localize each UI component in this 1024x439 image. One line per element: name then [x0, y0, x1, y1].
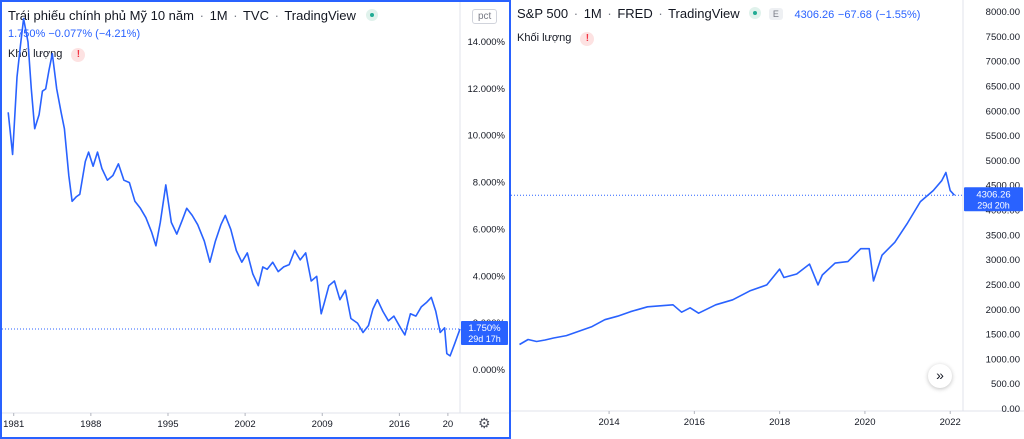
y-tick-label: 7500.00 [986, 32, 1020, 43]
treasury-price-tag-bg [461, 321, 508, 345]
y-tick-label: 2000.00 [986, 305, 1020, 316]
y-tick-label: 7000.00 [986, 57, 1020, 68]
treasury-price-tag-countdown: 29d 17h [468, 334, 501, 344]
y-tick-label: 4500.00 [986, 181, 1020, 192]
y-tick-label: 10.000% [467, 131, 505, 142]
x-tick-label: 2009 [312, 419, 333, 430]
treasury-chart-pane[interactable]: Trái phiếu chính phủ Mỹ 10 năm · 1M · TV… [0, 0, 511, 439]
y-tick-label: 4.000% [473, 271, 506, 282]
sp500-volume-row: Khối lượng ! [517, 29, 920, 48]
x-tick-label: 2016 [389, 419, 410, 430]
series-line [7, 17, 461, 357]
y-tick-label: 8000.00 [986, 7, 1020, 18]
y-tick-label: 8.000% [473, 178, 506, 189]
series-line [519, 171, 956, 346]
sp500-price-tag-value: 4306.26 [976, 189, 1010, 200]
y-tick-label: 12.000% [467, 84, 505, 95]
sp500-legend: S&P 500 · 1M · FRED · TradingView E 4306… [517, 4, 920, 48]
warning-icon[interactable]: ! [580, 32, 595, 46]
x-tick-label: 2014 [599, 417, 620, 428]
warning-icon[interactable]: ! [71, 48, 86, 62]
sp500-price-tag-countdown: 29d 20h [977, 200, 1010, 210]
x-tick-label: 2022 [940, 417, 961, 428]
y-tick-label: 500.00 [991, 379, 1020, 390]
sp500-chart-canvas[interactable]: 0.00 500.00 1000.00 1500.00 2000.00 2500.00 30… [511, 0, 1024, 439]
percent-scale-button[interactable]: pct [472, 9, 498, 24]
settings-gear-icon[interactable]: ⚙ [478, 415, 491, 431]
x-tick-label: 1995 [157, 419, 178, 430]
y-tick-label: 0.00 [1002, 404, 1021, 415]
y-tick-label: 0.000% [473, 365, 506, 376]
y-tick-label: 6000.00 [986, 106, 1020, 117]
treasury-title[interactable]: Trái phiếu chính phủ Mỹ 10 năm [8, 8, 194, 23]
x-tick-label: 2016 [684, 417, 705, 428]
status-dot-icon [365, 9, 378, 21]
y-tick-label: 5000.00 [986, 156, 1020, 167]
x-tick-label: 20 [443, 419, 454, 430]
treasury-change-pct: (−4.21%) [95, 28, 141, 40]
treasury-platform: TradingView [284, 8, 356, 23]
scroll-forward-icon[interactable]: » [928, 364, 952, 388]
legend-separator: · [573, 6, 579, 21]
sp500-chart-pane[interactable]: S&P 500 · 1M · FRED · TradingView E 4306… [511, 0, 1024, 439]
treasury-volume-row: Khối lượng ! [8, 45, 378, 64]
sp500-badge: E [768, 8, 783, 20]
sp500-change: −67.68 [837, 9, 872, 21]
sp500-title[interactable]: S&P 500 [517, 6, 569, 21]
sp500-source: FRED [617, 6, 653, 21]
y-tick-label: 1000.00 [986, 354, 1020, 365]
y-tick-label: 14.000% [467, 37, 505, 48]
y-tick-label: 3500.00 [986, 230, 1020, 241]
treasury-change: −0.077% [48, 28, 93, 40]
x-tick-label: 2020 [854, 417, 875, 428]
treasury-chart-canvas[interactable]: 0.000%2.000%4.000%6.000%8.000%10.000%12.… [2, 2, 509, 437]
sp500-value: 4306.26 [794, 9, 835, 21]
treasury-source: TVC [242, 8, 269, 23]
sp500-price-tag-bg [964, 187, 1023, 212]
x-tick-label: 1981 [3, 419, 24, 430]
treasury-legend: Trái phiếu chính phủ Mỹ 10 năm · 1M · TV… [8, 6, 378, 64]
x-tick-label: 2018 [769, 417, 790, 428]
legend-separator: · [199, 8, 204, 23]
legend-separator: · [274, 8, 279, 23]
sp500-change-pct: (−1.55%) [875, 9, 921, 21]
sp500-platform: TradingView [668, 6, 740, 21]
treasury-volume-label[interactable]: Khối lượng [8, 48, 63, 60]
legend-separator: · [607, 6, 612, 21]
y-tick-label: 1500.00 [986, 330, 1020, 341]
y-tick-label: 6500.00 [986, 81, 1020, 92]
x-tick-label: 2002 [235, 419, 256, 430]
sp500-volume-label[interactable]: Khối lượng [517, 32, 572, 44]
legend-separator: · [658, 6, 663, 21]
legend-separator: · [233, 8, 238, 23]
y-tick-label: 3000.00 [986, 255, 1020, 266]
treasury-interval[interactable]: 1M [209, 8, 228, 23]
status-dot-icon [749, 7, 762, 19]
y-tick-label: 5500.00 [986, 131, 1020, 142]
x-tick-label: 1988 [80, 419, 101, 430]
treasury-price-tag-value: 1.750% [468, 323, 501, 334]
y-tick-label: 6.000% [473, 224, 506, 235]
y-tick-label: 2500.00 [986, 280, 1020, 291]
sp500-interval[interactable]: 1M [583, 6, 602, 21]
